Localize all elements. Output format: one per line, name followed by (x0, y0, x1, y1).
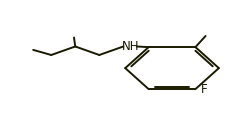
Text: NH: NH (121, 40, 139, 53)
Text: F: F (200, 83, 207, 96)
